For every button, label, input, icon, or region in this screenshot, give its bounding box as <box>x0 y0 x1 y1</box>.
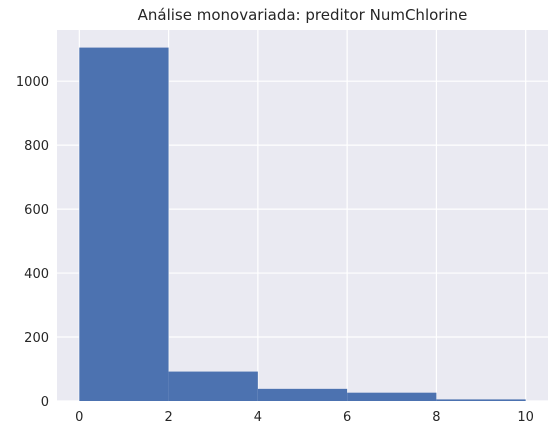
histogram-bars <box>79 47 526 402</box>
histogram-bar <box>347 392 437 401</box>
histogram-bar <box>79 47 169 402</box>
histogram-bar <box>257 388 348 401</box>
x-tick-label: 0 <box>75 410 83 425</box>
y-tick-label: 0 <box>41 395 49 410</box>
x-tick-label: 4 <box>254 410 262 425</box>
histogram-bar <box>436 399 526 401</box>
x-axis-ticks: 0 2 4 6 8 10 <box>75 410 534 425</box>
y-axis-ticks: 0 200 400 600 800 1000 <box>16 75 49 410</box>
y-tick-label: 800 <box>24 139 49 154</box>
y-tick-label: 200 <box>24 331 49 346</box>
x-tick-label: 6 <box>343 410 351 425</box>
chart-title: Análise monovariada: preditor NumChlorin… <box>137 6 468 24</box>
x-tick-label: 8 <box>432 410 440 425</box>
x-tick-label: 2 <box>164 410 172 425</box>
y-tick-label: 600 <box>24 203 49 218</box>
y-tick-label: 400 <box>24 267 49 282</box>
y-tick-label: 1000 <box>16 75 49 90</box>
x-tick-label: 10 <box>517 410 534 425</box>
histogram-bar <box>168 371 258 401</box>
